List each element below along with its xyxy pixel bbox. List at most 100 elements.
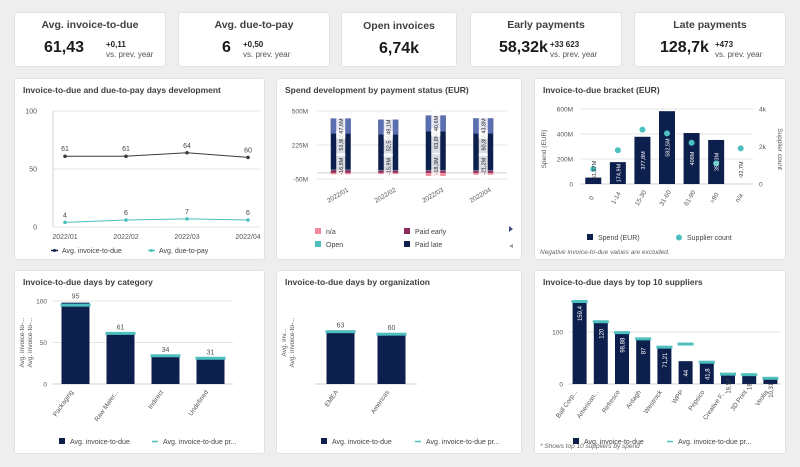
bar-value-label: 71,21 [663,352,669,368]
bar-value-label: -92,7M [739,161,745,179]
bar-avg-invoice-to-due [196,358,225,384]
bar-value-label-bg [478,153,488,180]
bar-value-label: 41,8 [705,368,711,380]
series-line-due-to-pay [64,218,249,223]
bar-value-label: 52,5M [387,136,393,152]
kpi-value: 6,74k [378,40,420,57]
y-tick-label: 0 [43,382,47,389]
bar-value-label: 44 [684,369,690,376]
legend-avg-invoice-to-due-swatch [573,438,579,444]
x-tick-label: WPP [671,389,685,405]
x-tick-label: n/a [734,192,745,204]
bar-value-label: 40,6M [434,115,440,131]
bar-value-label: 60,8M [482,135,488,151]
bar-value-label: 120 [599,328,605,339]
x-tick-label: 2022/04 [469,187,493,205]
legend-prev-arrow-icon[interactable] [509,244,513,248]
legend-avg-invoice-to-due-label: Avg. invoice-to-due [584,439,644,446]
legend-supplier-count-swatch [676,234,682,241]
bar-value-label-bg [383,114,393,141]
legend-avg-invoice-to-due-swatch [59,438,65,444]
panel-title: Spend development by payment status (EUR… [285,85,469,95]
x-tick-label: 2022/04 [235,234,260,241]
bar-value-label: 63,8M [434,133,440,149]
data-point [185,150,189,155]
kpi-title: Early payments [507,19,585,31]
legend-avg-due-to-pay-label: Avg. due-to-pay [159,248,209,255]
kpi-card-late-payments[interactable]: Late payments 128,7k +473 vs. prev. year [634,12,786,67]
kpi-delta: +0,11 [106,40,126,49]
x-tick-label: Undefined [187,389,210,418]
panel-by-organization[interactable]: Invoice-to-due days by organization Avg.… [276,270,522,454]
legend-avg-invoice-to-due-label: Avg. invoice-to-due [70,439,130,446]
marker-prev-year [325,330,356,334]
bar-value-label: 48,1M [387,119,393,135]
y-tick-label: 0 [559,382,563,389]
marker-supplier-count [614,147,621,154]
data-point [124,154,128,159]
data-point [185,217,189,221]
bar-avg-invoice-to-due [721,374,735,384]
data-label: 64 [183,143,191,150]
y-tick-label-right: 0 [759,182,763,189]
kpi-value: 6 [222,39,231,56]
kpi-subtext: vs. prev. year [715,50,763,59]
bar-value-label-bg [336,153,346,180]
kpi-card-avg-invoice-to-due[interactable]: Avg. invoice-to-due 61,43 +0,11 vs. prev… [14,12,166,67]
panel-by-category[interactable]: Invoice-to-due days by category 0 50 100 Av… [14,270,265,454]
kpi-value: 128,7k [660,39,709,56]
kpi-title: Late payments [673,19,747,31]
legend-next-arrow-icon[interactable] [509,226,513,232]
panel-by-top-suppliers[interactable]: Invoice-to-due days by top 10 suppliers … [534,270,786,454]
x-tick-label: Packaging [52,389,75,418]
x-tick-label: 0 [588,195,596,202]
x-tick-label: 2022/02 [113,234,138,241]
panel-invoice-bracket[interactable]: Invoice-to-due bracket (EUR) 0 200M 400M 60… [534,78,786,260]
y-axis-title: Avg. invoice-to-... [27,317,34,367]
bar-value-label: 60 [388,325,396,332]
marker-prev-year [571,300,588,304]
y-axis-title-left: Spend (EUR) [541,130,548,169]
bar-value-label: 51,9M [339,135,345,151]
legend-avg-invoice-to-due-swatch [321,438,327,444]
kpi-card-open-invoices[interactable]: Open invoices 6,74k [341,12,457,67]
bar-value-label: -16,8M [339,157,345,175]
kpi-card-avg-due-to-pay[interactable]: Avg. due-to-pay 6 +0,50 vs. prev. year [178,12,330,67]
bar-value-label: 87 [642,347,648,354]
bar-avg-invoice-to-due [106,333,135,384]
panel-title: Invoice-to-due and due-to-pay days devel… [23,85,221,95]
kpi-delta: +473 [715,40,734,49]
bar-avg-invoice-to-due [763,378,778,384]
data-label: 6 [246,210,250,217]
bar-avg-invoice-to-due [61,302,90,384]
y-tick-label-left: 200M [557,157,573,164]
x-tick-label: >90 [709,191,721,204]
y-axis-title: Avg. invoice-to-... [19,317,26,367]
series-line-invoice-to-due [65,152,249,158]
panel-days-development[interactable]: Invoice-to-due and due-to-pay days devel… [14,78,265,260]
bar-value-label: 174,9M [616,163,622,182]
y-tick-label: -50M [293,177,308,184]
marker-prev-year [762,376,779,380]
bar-value-label: 34 [162,347,170,354]
kpi-card-early-payments[interactable]: Early payments 58,32k +33 623 vs. prev. … [470,12,622,67]
bracket-footnote: Negative invoice-to-due values are exclu… [540,249,670,256]
bar-value-label: 10,31 [769,382,775,398]
bar-value-label-bg [383,153,393,180]
y-axis-title-right: Supplier count [776,128,783,170]
panel-title: Invoice-to-due bracket (EUR) [543,85,660,95]
marker-prev-year [150,354,181,358]
panel-spend-development[interactable]: Spend development by payment status (EUR… [276,78,522,260]
bar-value-label-bg [431,152,441,179]
legend-avg-invoice-to-due-prev-label: Avg. invoice-to-due pr... [163,439,236,446]
marker-prev-year [635,337,652,341]
bar-value-label: 98,88 [621,337,627,353]
legend-paid-late-label: Paid late [415,242,442,249]
bar-avg-invoice-to-due [326,331,355,384]
data-label: 4 [63,212,67,219]
bar-value-label-bg [478,112,488,139]
bar-avg-invoice-to-due [151,355,180,384]
legend-spend-label: Spend (EUR) [598,235,640,242]
x-tick-label: Ardagh [625,389,643,410]
